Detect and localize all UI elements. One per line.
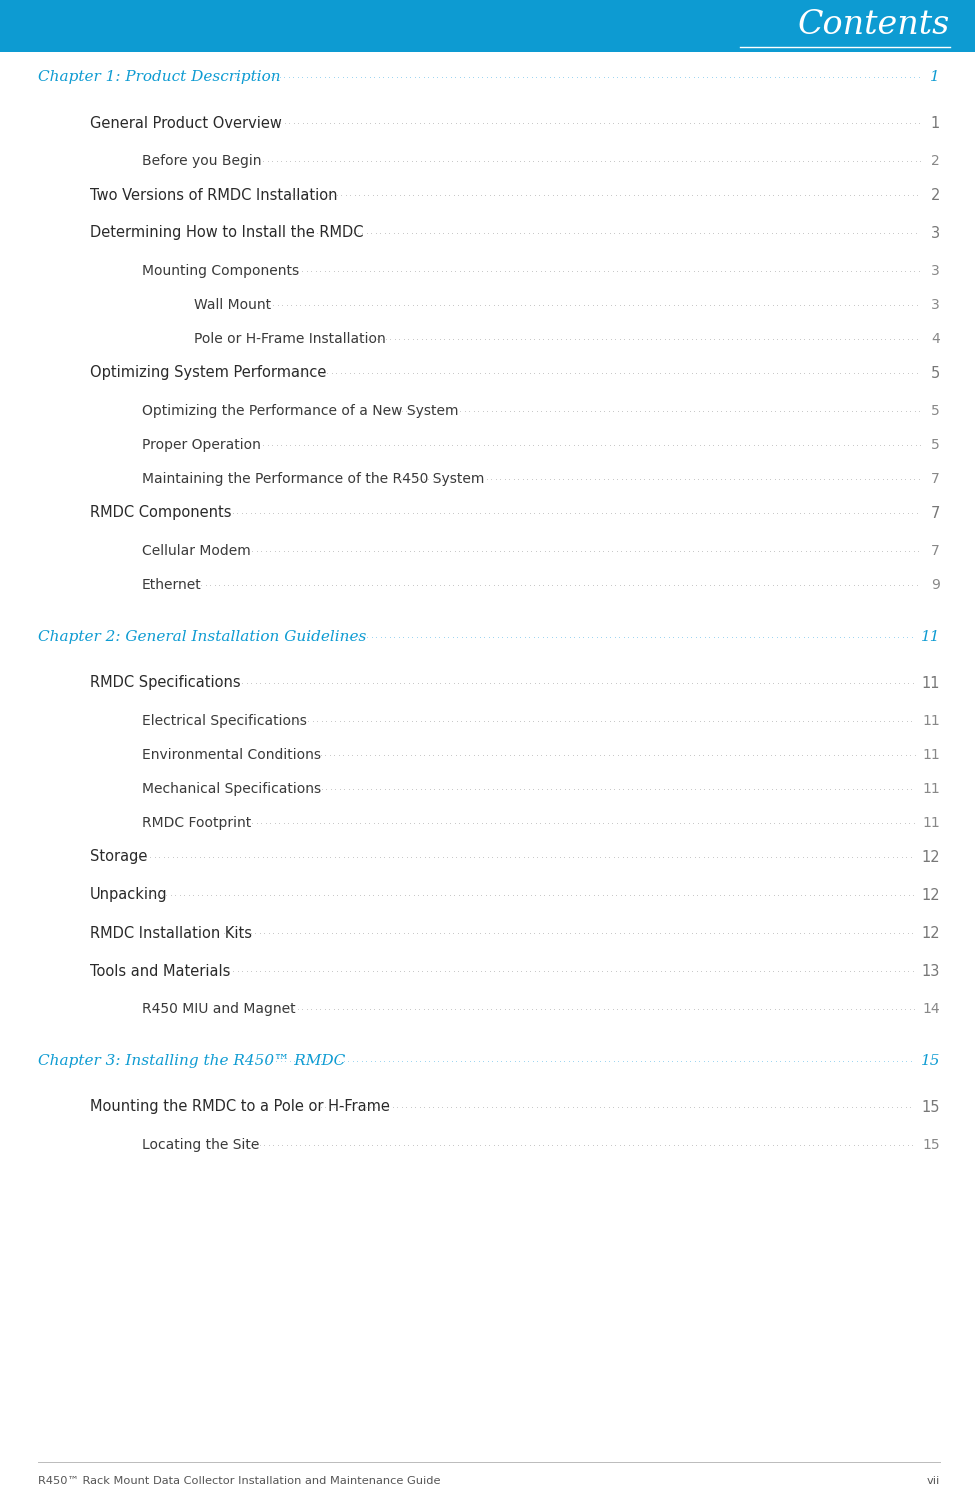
Text: Before you Begin: Before you Begin [142, 154, 261, 167]
Text: 4: 4 [931, 332, 940, 347]
Text: Chapter 1: Product Description: Chapter 1: Product Description [38, 69, 281, 84]
Text: General Product Overview: General Product Overview [90, 116, 282, 131]
Text: 15: 15 [922, 1138, 940, 1151]
Text: Maintaining the Performance of the R450 System: Maintaining the Performance of the R450 … [142, 472, 485, 485]
Text: 1: 1 [931, 116, 940, 131]
Text: 7: 7 [931, 472, 940, 485]
Text: 11: 11 [922, 714, 940, 728]
Text: Proper Operation: Proper Operation [142, 439, 261, 452]
Text: 3: 3 [931, 264, 940, 277]
Text: Chapter 2: General Installation Guidelines: Chapter 2: General Installation Guidelin… [38, 630, 367, 643]
Text: Storage: Storage [90, 850, 147, 865]
Text: R450 MIU and Magnet: R450 MIU and Magnet [142, 1002, 295, 1016]
Text: 11: 11 [922, 815, 940, 830]
Text: 11: 11 [921, 675, 940, 690]
Text: 5: 5 [931, 404, 940, 417]
Text: Mounting the RMDC to a Pole or H-Frame: Mounting the RMDC to a Pole or H-Frame [90, 1100, 390, 1115]
Text: Cellular Modem: Cellular Modem [142, 544, 251, 558]
Text: RMDC Footprint: RMDC Footprint [142, 815, 252, 830]
Text: Environmental Conditions: Environmental Conditions [142, 747, 321, 763]
Text: R450™ Rack Mount Data Collector Installation and Maintenance Guide: R450™ Rack Mount Data Collector Installa… [38, 1475, 441, 1486]
Text: 7: 7 [931, 544, 940, 558]
Text: Mechanical Specifications: Mechanical Specifications [142, 782, 321, 796]
Text: 3: 3 [931, 298, 940, 312]
Text: 1: 1 [930, 69, 940, 84]
Text: Wall Mount: Wall Mount [194, 298, 271, 312]
Text: 11: 11 [922, 782, 940, 796]
Text: Optimizing System Performance: Optimizing System Performance [90, 366, 327, 380]
Text: 9: 9 [931, 579, 940, 592]
Text: Ethernet: Ethernet [142, 579, 202, 592]
Text: 12: 12 [921, 888, 940, 903]
Text: Mounting Components: Mounting Components [142, 264, 299, 277]
Text: 12: 12 [921, 850, 940, 865]
Text: 3: 3 [931, 226, 940, 241]
Text: Determining How to Install the RMDC: Determining How to Install the RMDC [90, 226, 364, 241]
Text: Optimizing the Performance of a New System: Optimizing the Performance of a New Syst… [142, 404, 458, 417]
Bar [0, 0, 975, 53]
Text: Tools and Materials: Tools and Materials [90, 963, 230, 978]
Text: RMDC Components: RMDC Components [90, 505, 231, 520]
Text: 5: 5 [931, 366, 940, 380]
Text: 15: 15 [921, 1100, 940, 1115]
Text: 11: 11 [920, 630, 940, 643]
Text: 11: 11 [922, 747, 940, 763]
Text: 2: 2 [931, 154, 940, 167]
Text: 5: 5 [931, 439, 940, 452]
Text: vii: vii [927, 1475, 940, 1486]
Text: RMDC Installation Kits: RMDC Installation Kits [90, 925, 252, 940]
Text: Unpacking: Unpacking [90, 888, 168, 903]
Text: 12: 12 [921, 925, 940, 940]
Text: Two Versions of RMDC Installation: Two Versions of RMDC Installation [90, 187, 337, 202]
Text: Electrical Specifications: Electrical Specifications [142, 714, 307, 728]
Text: 13: 13 [921, 963, 940, 978]
Text: Locating the Site: Locating the Site [142, 1138, 259, 1151]
Text: Contents: Contents [798, 9, 950, 41]
Text: Pole or H-Frame Installation: Pole or H-Frame Installation [194, 332, 386, 347]
Text: 15: 15 [920, 1053, 940, 1068]
Text: 14: 14 [922, 1002, 940, 1016]
Text: Chapter 3: Installing the R450™ RMDC: Chapter 3: Installing the R450™ RMDC [38, 1053, 345, 1068]
Text: 2: 2 [930, 187, 940, 202]
Text: 7: 7 [930, 505, 940, 520]
Text: RMDC Specifications: RMDC Specifications [90, 675, 241, 690]
